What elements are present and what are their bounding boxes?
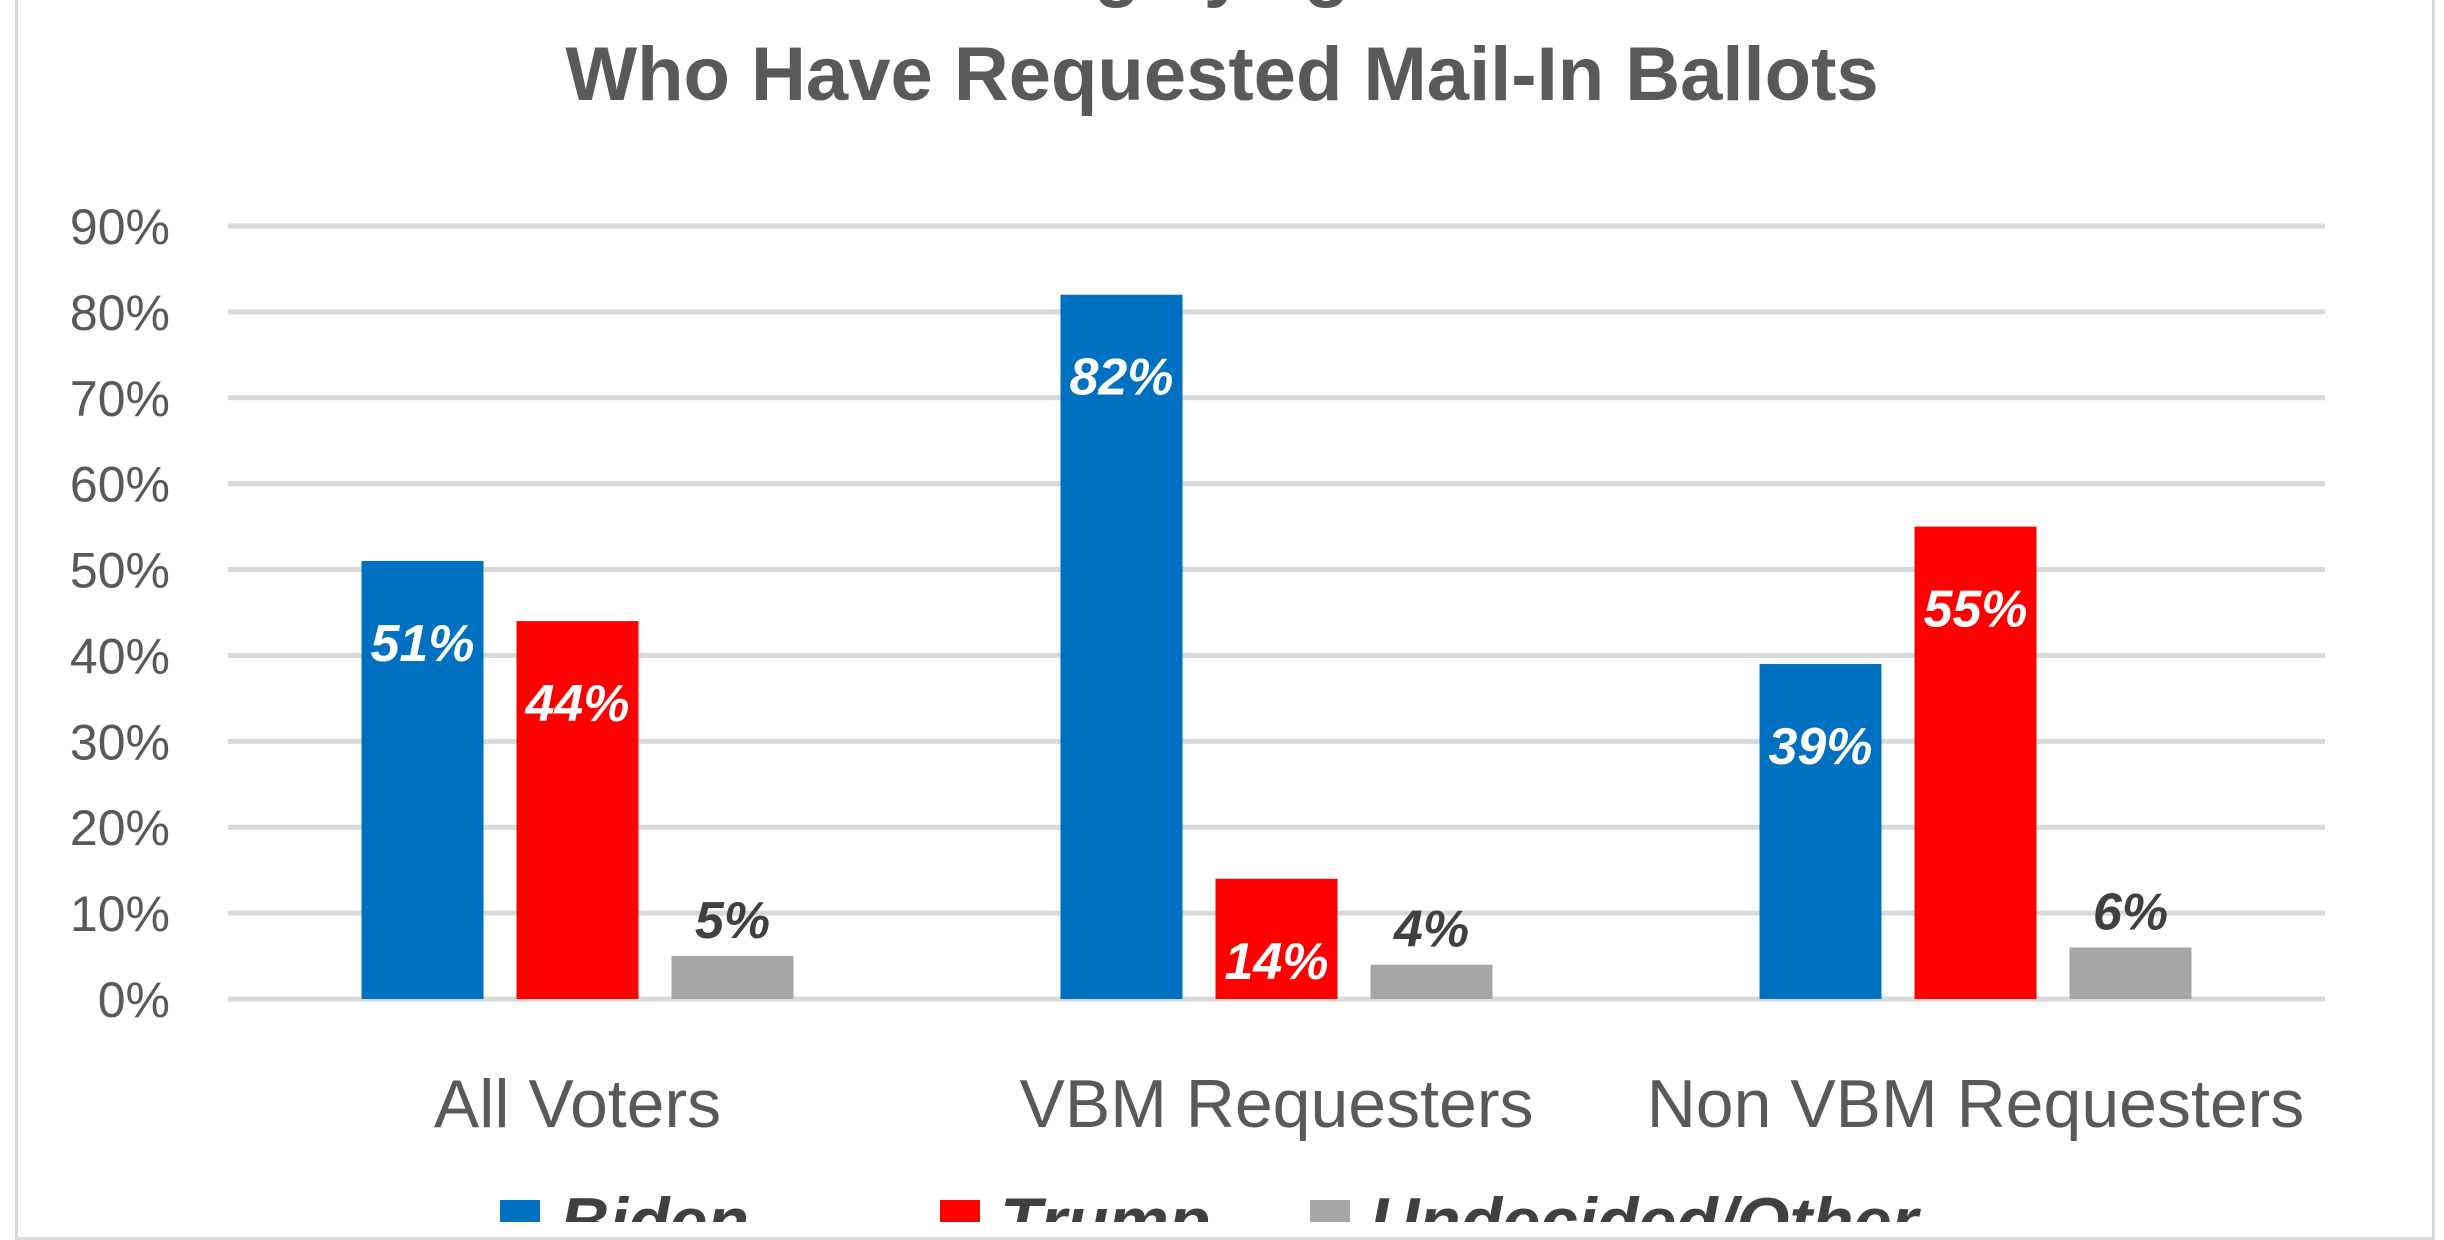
data-label: 82% xyxy=(1069,349,1173,407)
legend-label: Undecided/Other xyxy=(1370,1184,1921,1222)
y-axis: 0% 10% 20% 30% 40% 50% 60% 70% 80% 90% xyxy=(70,199,170,1028)
bars xyxy=(361,294,2192,999)
legend-swatch xyxy=(940,1200,980,1222)
data-label: 51% xyxy=(370,615,474,673)
x-tick-label: All Voters xyxy=(434,1066,721,1142)
bar xyxy=(671,956,794,999)
bar xyxy=(1759,664,1882,999)
y-tick-label: 20% xyxy=(70,800,170,856)
legend-label: Biden xyxy=(560,1184,749,1222)
y-tick-label: 80% xyxy=(70,285,170,341)
bar xyxy=(1060,294,1183,999)
data-label: 6% xyxy=(2093,883,2168,941)
y-tick-label: 90% xyxy=(70,199,170,255)
data-label: 55% xyxy=(1923,581,2027,639)
data-label: 5% xyxy=(695,892,770,950)
y-tick-label: 70% xyxy=(70,371,170,427)
data-label: 39% xyxy=(1768,718,1872,776)
legend-label: Trump xyxy=(1000,1184,1210,1222)
legend: Biden Trump Undecided/Other xyxy=(500,1184,1921,1222)
chart-title-line-2: Who Have Requested Mail-In Ballots xyxy=(565,32,1878,117)
y-tick-label: 30% xyxy=(70,714,170,770)
bar xyxy=(1914,526,2037,999)
bar xyxy=(2069,947,2192,999)
y-tick-label: 60% xyxy=(70,457,170,513)
data-label: 44% xyxy=(524,675,629,733)
x-axis: All Voters VBM Requesters Non VBM Requeste… xyxy=(434,1066,2304,1142)
data-labels: 51% 44% 5% 82% 14% 4% 39% 55% 6% xyxy=(370,349,2168,991)
legend-swatch xyxy=(500,1200,540,1222)
bar xyxy=(516,621,639,999)
y-tick-label: 40% xyxy=(70,628,170,684)
data-label: 4% xyxy=(1393,901,1469,959)
chart-title-line-1: ...g...y...g... xyxy=(1031,0,1414,9)
y-tick-label: 10% xyxy=(70,886,170,942)
legend-swatch xyxy=(1310,1200,1350,1222)
bar xyxy=(1370,964,1493,999)
x-tick-label: VBM Requesters xyxy=(1020,1066,1534,1142)
x-tick-label: Non VBM Requesters xyxy=(1647,1066,2305,1142)
chart-title: ...g...y...g... Who Have Requested Mail-… xyxy=(565,0,1878,117)
data-label: 14% xyxy=(1224,933,1328,991)
bar xyxy=(1215,878,1338,999)
bar xyxy=(361,560,484,999)
y-tick-label: 0% xyxy=(98,972,170,1028)
y-tick-label: 50% xyxy=(70,543,170,599)
